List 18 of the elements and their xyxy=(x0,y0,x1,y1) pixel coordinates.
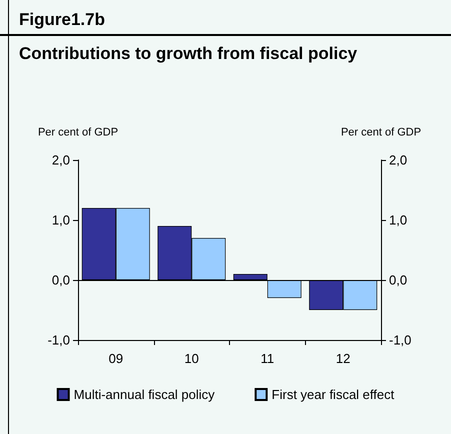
y2-tick-label: 2,0 xyxy=(389,152,408,168)
y-tick-label: 0,0 xyxy=(52,272,70,288)
x-tick-label: 09 xyxy=(108,351,124,366)
y2-tick-label: 1,0 xyxy=(389,212,408,228)
y-tick-label: 1,0 xyxy=(52,212,70,228)
y-tick-label: 2,0 xyxy=(52,152,70,168)
y2-tick-label: -1,0 xyxy=(389,332,412,348)
y-tick-label: -1,0 xyxy=(48,332,70,348)
x-tick-label: 12 xyxy=(336,351,350,366)
y2-tick-label: 0,0 xyxy=(389,272,408,288)
legend-label: Multi-annual fiscal policy xyxy=(74,387,216,402)
y2-axis-title: Per cent of GDP xyxy=(340,126,422,138)
x-tick-label: 11 xyxy=(260,351,274,366)
x-tick-label: 10 xyxy=(184,351,199,366)
chart-title: Figure1.7b xyxy=(19,10,105,29)
legend-label: First year fiscal effect xyxy=(272,387,395,402)
y-axis-title: Per cent of GDP xyxy=(38,126,118,138)
chart-subtitle: Contributions to growth from fiscal policy xyxy=(19,44,358,63)
